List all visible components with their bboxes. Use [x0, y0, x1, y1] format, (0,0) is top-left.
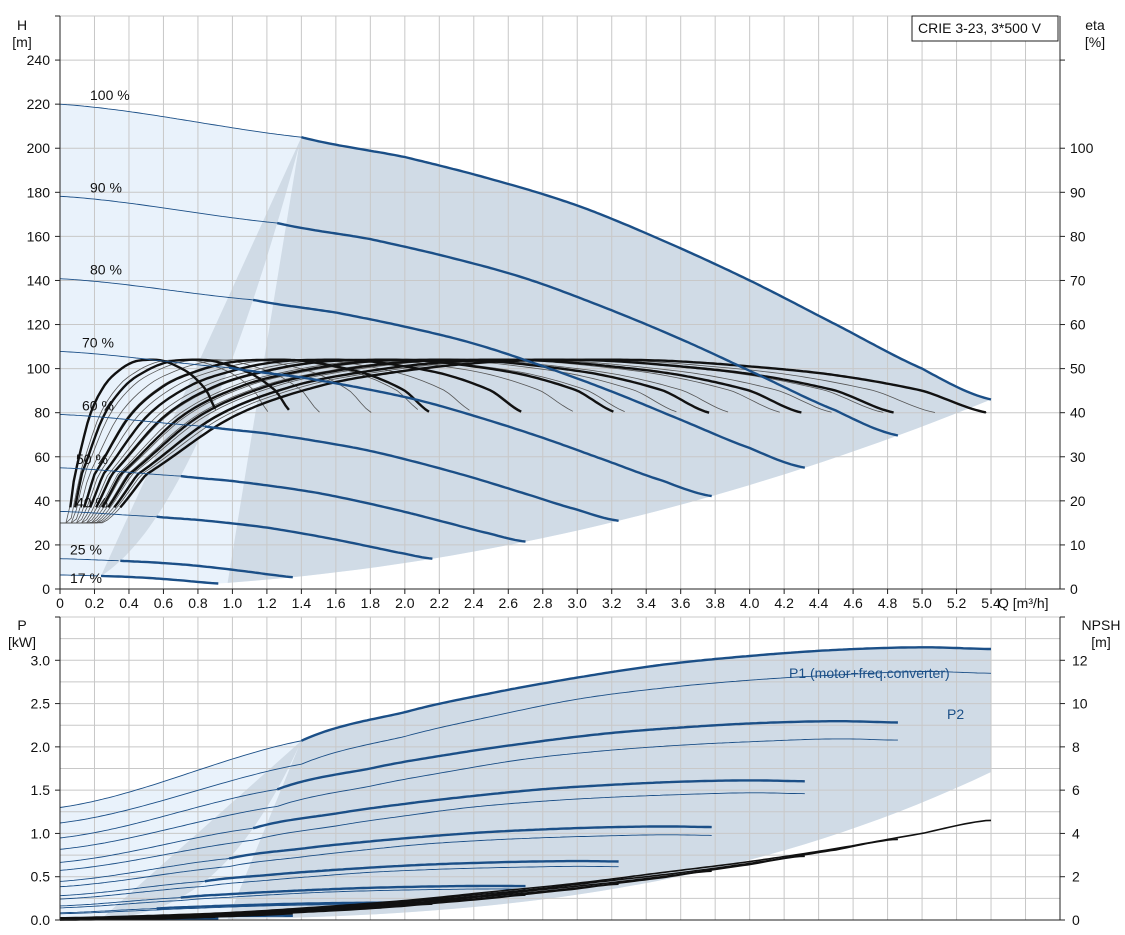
q-tick-label: 3.4 [636, 595, 656, 611]
speed-label-6: 40 % [76, 494, 108, 510]
q-tick-label: 0.4 [119, 595, 139, 611]
q-tick-label: 1.4 [292, 595, 312, 611]
q-tick-label: 2.6 [499, 595, 519, 611]
eta-tick-label: 100 [1070, 140, 1094, 156]
q-tick-label: 1.6 [326, 595, 346, 611]
speed-label-5: 50 % [76, 451, 108, 467]
q-tick-label: 0.2 [85, 595, 105, 611]
title-box-text: CRIE 3-23, 3*500 V [918, 20, 1042, 36]
h-tick-label: 180 [27, 184, 51, 200]
q-tick-label: 3.0 [568, 595, 588, 611]
q-tick-label: 5.2 [947, 595, 967, 611]
qh-panel-background [60, 104, 991, 583]
speed-label-8: 17 % [70, 570, 102, 586]
q-tick-label: 4.4 [809, 595, 829, 611]
q-tick-label: 5.0 [912, 595, 932, 611]
q-tick-label: 3.8 [705, 595, 725, 611]
h-tick-label: 140 [27, 272, 51, 288]
h-tick-label: 80 [34, 405, 50, 421]
q-tick-label: 0 [56, 595, 64, 611]
h-tick-label: 60 [34, 449, 50, 465]
p1-series-label: P1 (motor+freq.converter) [789, 665, 950, 681]
p-axis-unit: [kW] [8, 634, 36, 650]
h-tick-label: 20 [34, 537, 50, 553]
p2-series-label: P2 [947, 706, 964, 722]
eta-tick-label: 90 [1070, 184, 1086, 200]
q-tick-label: 2.2 [430, 595, 450, 611]
q-tick-label: 1.8 [361, 595, 381, 611]
q-axis-label: Q [m³/h] [998, 595, 1049, 611]
h-axis-unit: [m] [12, 34, 31, 50]
npsh-tick-label: 4 [1072, 825, 1080, 841]
p-tick-label: 1.5 [31, 782, 51, 798]
p-tick-label: 2.5 [31, 696, 51, 712]
speed-label-4: 60 % [82, 397, 114, 413]
p-tick-label: 3.0 [31, 652, 51, 668]
eta-tick-label: 20 [1070, 493, 1086, 509]
q-tick-label: 1.0 [223, 595, 243, 611]
speed-label-7: 25 % [70, 542, 102, 558]
speed-label-0: 100 % [90, 87, 130, 103]
npsh-tick-label: 6 [1072, 782, 1080, 798]
eta-tick-label: 10 [1070, 537, 1086, 553]
npsh-axis-unit: [m] [1091, 634, 1110, 650]
p-tick-label: 2.0 [31, 739, 51, 755]
npsh-tick-label: 8 [1072, 739, 1080, 755]
q-tick-label: 3.2 [602, 595, 622, 611]
h-axis-title: H [17, 17, 27, 33]
npsh-tick-label: 0 [1072, 912, 1080, 928]
title-box: CRIE 3-23, 3*500 V [912, 16, 1058, 41]
eta-tick-label: 50 [1070, 361, 1086, 377]
npsh-tick-label: 10 [1072, 696, 1088, 712]
speed-label-2: 80 % [90, 262, 122, 278]
q-tick-label: 2.0 [395, 595, 415, 611]
p-tick-label: 0.0 [31, 912, 51, 928]
h-tick-label: 120 [27, 317, 51, 333]
eta-axis-unit: [%] [1085, 34, 1105, 50]
h-tick-label: 0 [42, 581, 50, 597]
h-tick-label: 100 [27, 361, 51, 377]
p-tick-label: 1.0 [31, 825, 51, 841]
npsh-axis-title: NPSH [1082, 617, 1121, 633]
h-tick-label: 220 [27, 96, 51, 112]
power-panel-background [60, 647, 991, 919]
eta-tick-label: 0 [1070, 581, 1078, 597]
h-tick-label: 200 [27, 140, 51, 156]
q-tick-label: 2.4 [464, 595, 484, 611]
q-tick-label: 4.8 [878, 595, 898, 611]
p-tick-label: 0.5 [31, 869, 51, 885]
h-tick-label: 40 [34, 493, 50, 509]
eta-tick-label: 30 [1070, 449, 1086, 465]
eta-tick-label: 60 [1070, 317, 1086, 333]
speed-label-1: 90 % [90, 179, 122, 195]
h-tick-label: 240 [27, 52, 51, 68]
eta-tick-label: 40 [1070, 405, 1086, 421]
speed-label-3: 70 % [82, 334, 114, 350]
p-axis-title: P [17, 617, 26, 633]
eta-axis-title: eta [1085, 17, 1105, 33]
q-tick-label: 2.8 [533, 595, 553, 611]
q-tick-label: 1.2 [257, 595, 277, 611]
q-tick-label: 0.6 [154, 595, 174, 611]
eta-tick-label: 80 [1070, 228, 1086, 244]
npsh-tick-label: 12 [1072, 652, 1088, 668]
npsh-tick-label: 2 [1072, 869, 1080, 885]
eta-tick-label: 70 [1070, 272, 1086, 288]
q-tick-label: 3.6 [671, 595, 691, 611]
q-tick-label: 4.2 [774, 595, 794, 611]
q-tick-label: 4.6 [843, 595, 863, 611]
q-tick-label: 0.8 [188, 595, 208, 611]
q-tick-label: 4.0 [740, 595, 760, 611]
h-tick-label: 160 [27, 228, 51, 244]
